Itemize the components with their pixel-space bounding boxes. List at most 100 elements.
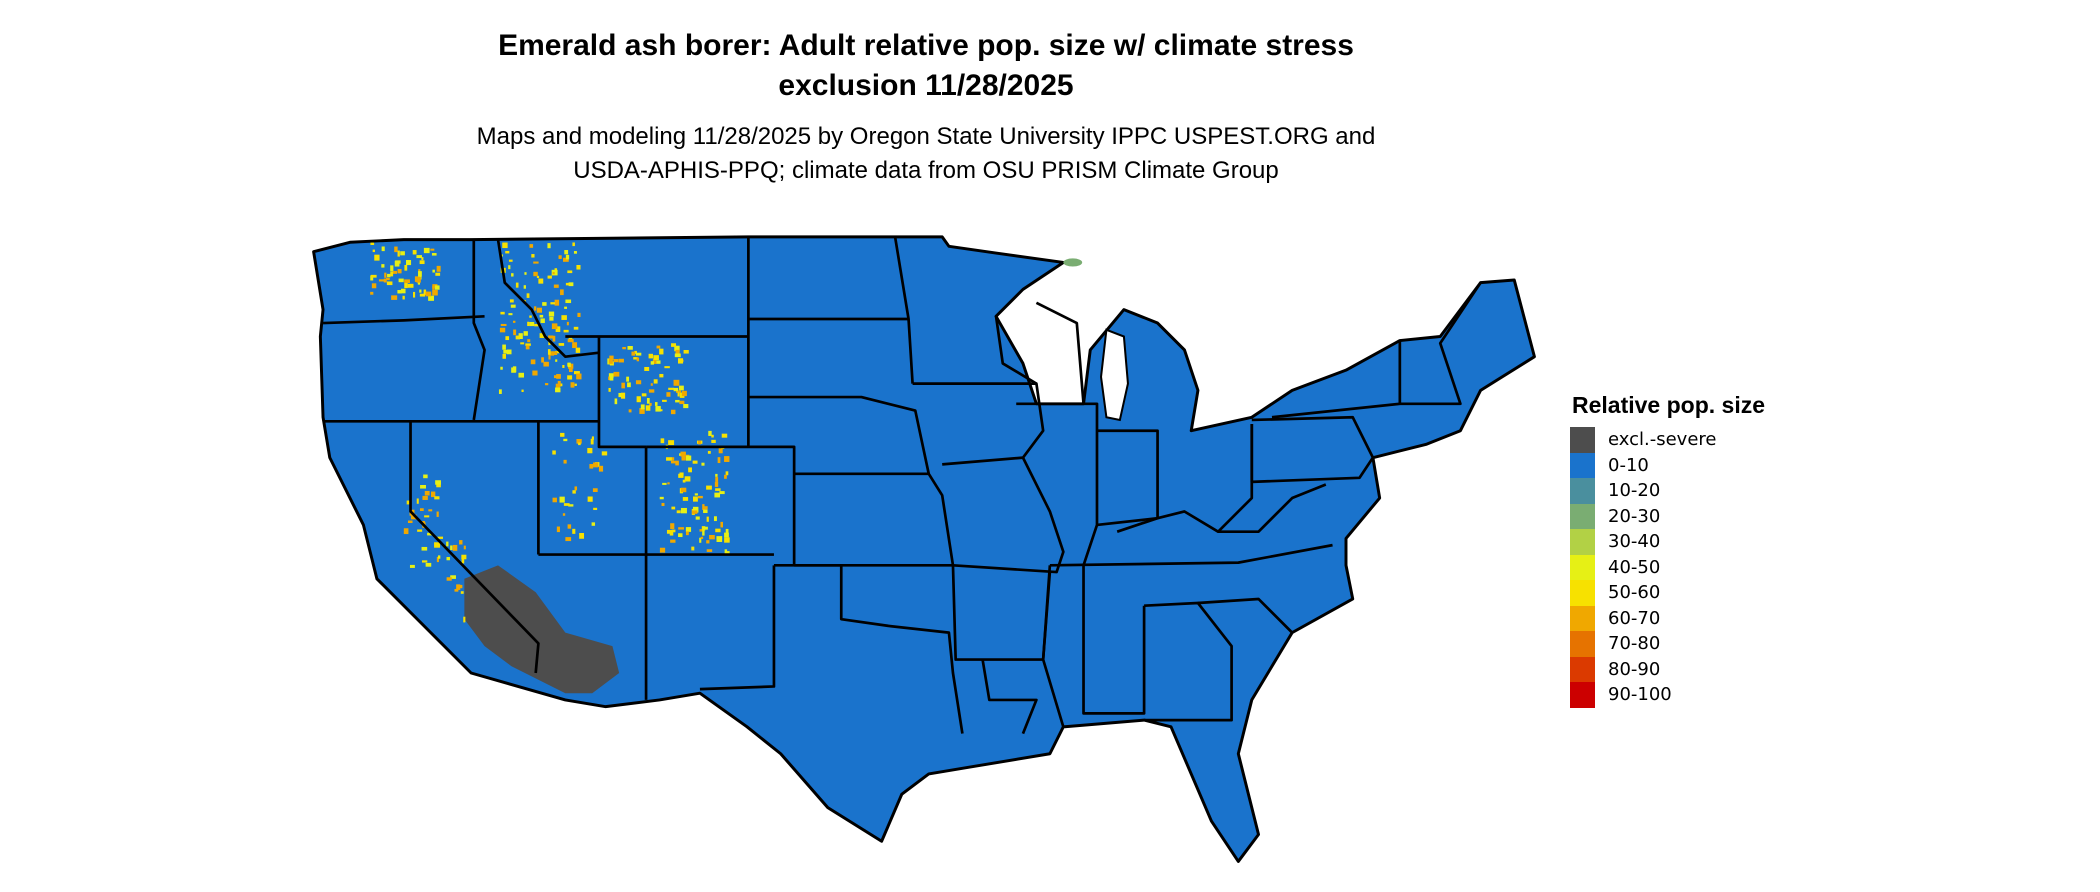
suitability-speckle [531, 254, 535, 258]
suitability-speckle [503, 349, 508, 354]
suitability-speckle [406, 260, 412, 266]
suitability-speckle [626, 376, 630, 382]
suitability-speckle [659, 547, 666, 553]
suitability-speckle [374, 254, 380, 261]
legend-item: 40-50 [1570, 554, 1765, 580]
suitability-speckle [702, 529, 705, 536]
border-ga [1144, 601, 1233, 722]
suitability-speckle [551, 351, 558, 356]
suitability-speckle [549, 316, 554, 321]
border-la-ms [981, 659, 1038, 735]
suitability-speckle [662, 482, 667, 485]
suitability-speckle [561, 315, 567, 320]
suitability-speckle [675, 460, 679, 466]
suitability-speckle [639, 408, 645, 414]
suitability-speckle [508, 259, 513, 262]
suitability-speckle [644, 366, 650, 371]
suitability-speckle [372, 249, 375, 253]
suitability-speckle [678, 385, 684, 391]
suitability-speckle [421, 257, 424, 261]
subtitle-line-2: USDA-APHIS-PPQ; climate data from OSU PR… [573, 157, 1279, 184]
suitability-speckle [542, 302, 547, 306]
suitability-speckle [715, 528, 721, 533]
suitability-speckle [646, 398, 650, 404]
suitability-speckle [543, 361, 549, 367]
suitability-speckle [719, 491, 725, 495]
suitability-speckle [506, 349, 512, 355]
suitability-speckle [591, 436, 594, 440]
suitability-speckle [692, 496, 698, 502]
suitability-speckle [555, 387, 561, 393]
suitability-speckle [724, 474, 727, 479]
suitability-speckle [641, 393, 647, 397]
suitability-speckle [573, 371, 580, 375]
suitability-speckle [419, 260, 425, 265]
suitability-speckle [670, 460, 676, 464]
suitability-speckle [659, 373, 664, 378]
suitability-speckle [671, 343, 677, 347]
suitability-speckle [553, 284, 559, 288]
suitability-speckle [533, 261, 539, 264]
suitability-speckle [553, 375, 557, 379]
suitability-speckle [621, 382, 625, 389]
legend-item: 20-30 [1570, 503, 1765, 529]
suitability-speckle [392, 270, 398, 274]
legend-label: 50-60 [1608, 582, 1661, 604]
border-mn-wi [994, 316, 1038, 385]
suitability-speckle [714, 481, 719, 487]
suitability-speckle [560, 432, 565, 437]
suitability-speckle [424, 490, 430, 496]
suitability-speckle [707, 450, 711, 454]
suitability-speckle [564, 306, 568, 309]
suitability-speckle [386, 277, 390, 281]
suitability-speckle [533, 271, 538, 277]
border-wa-or [322, 314, 485, 325]
suitability-speckle [386, 281, 393, 286]
suitability-speckle [430, 248, 435, 251]
suitability-speckle [670, 539, 676, 543]
suitability-speckle [692, 506, 699, 513]
suitability-speckle [437, 555, 441, 559]
legend-label: 60-70 [1608, 607, 1661, 629]
suitability-speckle [706, 516, 709, 522]
suitability-speckle [400, 251, 405, 256]
border-id-wy [597, 336, 647, 449]
suitability-speckle [563, 459, 567, 464]
suitability-speckle [370, 274, 377, 278]
suitability-speckle [502, 344, 506, 350]
suitability-speckle [381, 264, 385, 268]
suitability-speckle [566, 321, 569, 326]
legend-swatch [1570, 503, 1595, 529]
suitability-speckle [450, 545, 453, 551]
suitability-speckle [512, 320, 516, 323]
legend-swatch [1570, 478, 1595, 504]
suitability-speckle [640, 404, 645, 410]
suitability-speckle [425, 291, 432, 297]
suitability-speckle [569, 368, 573, 373]
suitability-speckle [697, 495, 703, 499]
suitability-speckle [432, 289, 438, 296]
suitability-speckle [540, 318, 545, 324]
suitability-speckle [673, 379, 680, 386]
suitability-speckle [593, 507, 598, 511]
suitability-speckle [548, 335, 554, 339]
border-co [646, 445, 796, 566]
suitability-speckle [394, 260, 400, 267]
legend-swatch [1570, 529, 1595, 555]
suitability-speckle [425, 562, 432, 567]
suitability-speckle [717, 457, 721, 464]
suitability-speckle [673, 387, 679, 392]
suitability-speckle [420, 485, 426, 489]
suitability-speckle [526, 293, 530, 298]
suitability-speckle [370, 291, 374, 295]
suitability-speckle [530, 359, 536, 365]
legend-label: 30-40 [1608, 531, 1661, 553]
suitability-speckle [724, 532, 729, 538]
suitability-speckle [422, 495, 428, 500]
suitability-speckle [636, 396, 641, 403]
border-il [1016, 402, 1099, 566]
suitability-speckle [499, 327, 506, 333]
border-in-oh [1096, 429, 1159, 533]
border-wi-mi [1035, 301, 1085, 404]
suitability-speckle [436, 511, 439, 517]
